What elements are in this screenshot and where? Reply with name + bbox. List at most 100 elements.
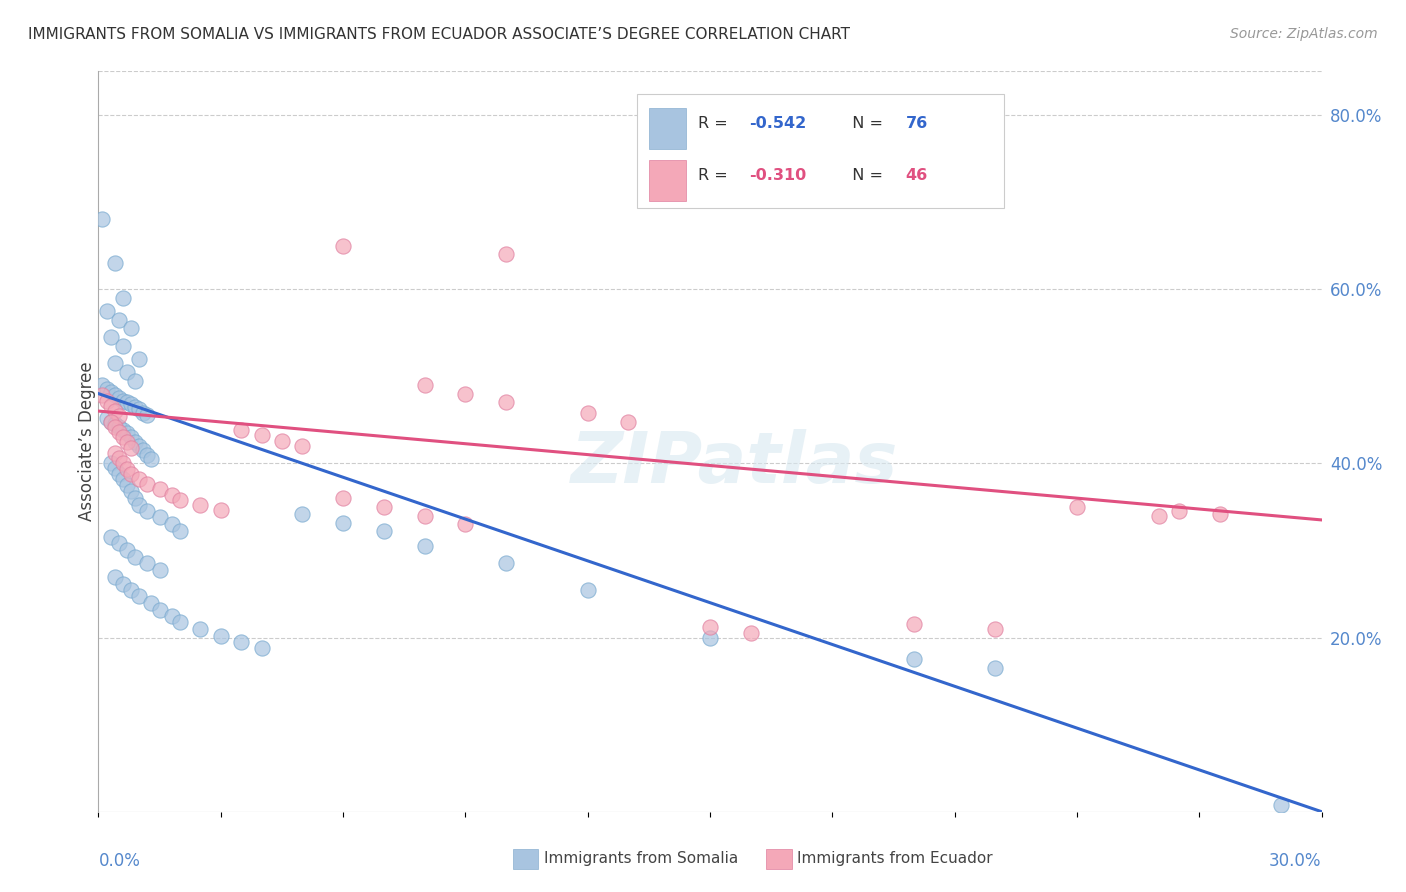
- Point: [96, 304, 118, 318]
- Point: [903, 617, 925, 632]
- Point: [91, 378, 114, 392]
- Point: [373, 500, 395, 514]
- Text: R =: R =: [697, 168, 733, 183]
- Point: [1270, 797, 1292, 812]
- Point: [124, 374, 146, 388]
- Point: [104, 404, 127, 418]
- Text: IMMIGRANTS FROM SOMALIA VS IMMIGRANTS FROM ECUADOR ASSOCIATE’S DEGREE CORRELATIO: IMMIGRANTS FROM SOMALIA VS IMMIGRANTS FR…: [28, 27, 851, 42]
- Point: [96, 411, 118, 425]
- Point: [100, 330, 122, 344]
- Point: [128, 498, 150, 512]
- Point: [111, 472, 134, 486]
- Point: [132, 443, 155, 458]
- Point: [120, 397, 142, 411]
- Point: [104, 419, 127, 434]
- Point: [454, 517, 477, 532]
- Point: [100, 415, 122, 429]
- Point: [149, 602, 172, 616]
- Point: [104, 356, 127, 370]
- Text: N =: N =: [842, 168, 889, 183]
- Point: [160, 488, 183, 502]
- Point: [413, 539, 436, 553]
- Point: [209, 503, 232, 517]
- Text: R =: R =: [697, 116, 733, 131]
- Point: [100, 415, 122, 429]
- Point: [231, 423, 253, 437]
- Point: [124, 434, 146, 449]
- Point: [108, 391, 131, 405]
- Y-axis label: Associate’s Degree: Associate’s Degree: [79, 362, 96, 521]
- Text: Immigrants from Somalia: Immigrants from Somalia: [544, 852, 738, 866]
- Point: [115, 461, 138, 475]
- Point: [111, 430, 134, 444]
- Point: [108, 419, 131, 434]
- Point: [96, 382, 118, 396]
- Point: [108, 409, 131, 424]
- Point: [332, 238, 354, 252]
- Point: [576, 406, 599, 420]
- Point: [128, 351, 150, 366]
- Point: [108, 451, 131, 466]
- Point: [91, 212, 114, 227]
- Point: [128, 439, 150, 453]
- Point: [115, 425, 138, 440]
- Point: [100, 456, 122, 470]
- Point: [136, 477, 159, 491]
- Point: [149, 510, 172, 524]
- Point: [96, 393, 118, 408]
- Point: [115, 395, 138, 409]
- Text: -0.310: -0.310: [749, 168, 807, 183]
- Point: [108, 536, 131, 550]
- Point: [373, 524, 395, 539]
- Point: [128, 589, 150, 603]
- Text: Source: ZipAtlas.com: Source: ZipAtlas.com: [1230, 27, 1378, 41]
- Point: [111, 423, 134, 437]
- Point: [136, 504, 159, 518]
- Point: [120, 430, 142, 444]
- Point: [100, 530, 122, 544]
- Point: [291, 439, 314, 453]
- Text: 0.0%: 0.0%: [98, 853, 141, 871]
- Point: [413, 508, 436, 523]
- Point: [160, 517, 183, 532]
- Point: [111, 339, 134, 353]
- Point: [291, 507, 314, 521]
- Point: [115, 435, 138, 450]
- Point: [104, 446, 127, 460]
- Point: [617, 415, 640, 429]
- Point: [1209, 507, 1232, 521]
- Bar: [650, 109, 686, 149]
- Point: [108, 312, 131, 326]
- Point: [495, 557, 517, 571]
- Point: [699, 620, 721, 634]
- Point: [104, 417, 127, 431]
- Point: [984, 622, 1007, 636]
- Point: [124, 491, 146, 505]
- Point: [413, 378, 436, 392]
- Point: [231, 635, 253, 649]
- Point: [169, 615, 191, 629]
- Point: [115, 365, 138, 379]
- Point: [104, 388, 127, 402]
- Point: [1167, 504, 1189, 518]
- Point: [332, 491, 354, 505]
- Point: [141, 596, 163, 610]
- Point: [115, 543, 138, 558]
- Point: [270, 434, 294, 448]
- Point: [128, 472, 150, 486]
- Text: -0.542: -0.542: [749, 116, 807, 131]
- Point: [332, 516, 354, 530]
- Point: [984, 661, 1007, 675]
- Point: [104, 460, 127, 475]
- Point: [209, 629, 232, 643]
- Point: [136, 409, 159, 423]
- Point: [111, 576, 134, 591]
- Point: [576, 582, 599, 597]
- Text: 46: 46: [905, 168, 928, 183]
- Text: ZIPatlas: ZIPatlas: [571, 429, 898, 499]
- Point: [124, 400, 146, 414]
- Point: [495, 395, 517, 409]
- Point: [740, 626, 762, 640]
- Point: [128, 402, 150, 417]
- Point: [91, 388, 114, 402]
